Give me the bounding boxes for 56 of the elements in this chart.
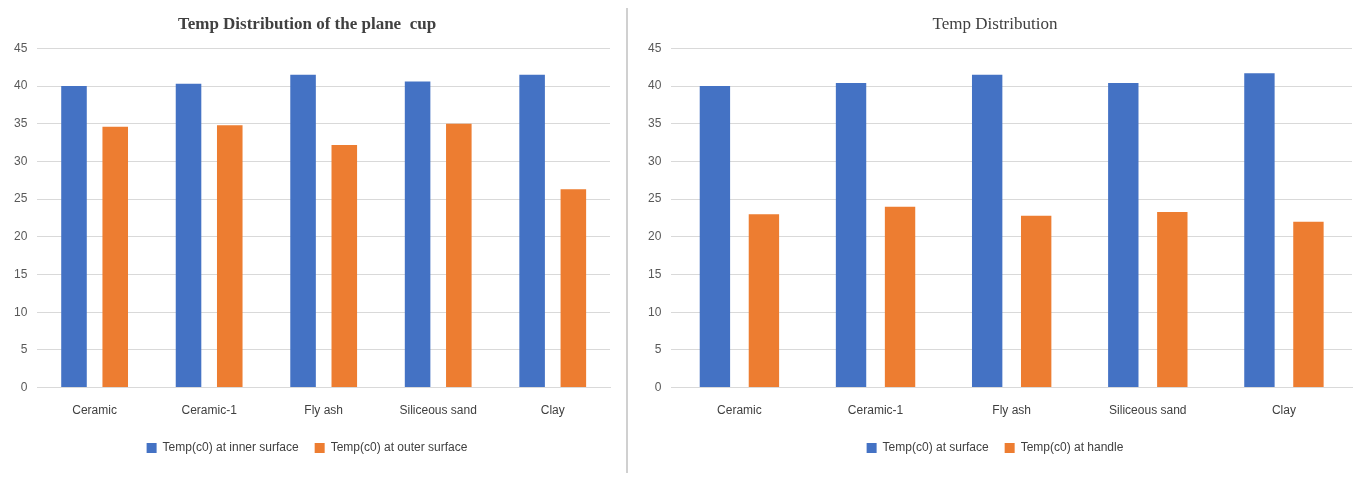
x-tick-label: Ceramic (72, 403, 117, 418)
y-tick-label: 45 (13, 40, 28, 55)
y-tick-label: 40 (13, 78, 28, 93)
x-tick-label: Fly ash (304, 403, 344, 418)
bar (290, 74, 316, 388)
chart-title: Temp Distribution (932, 13, 1058, 33)
x-tick-label: Clay (1271, 403, 1296, 418)
bar (1020, 215, 1052, 388)
legend-label: Temp(c0) at handle (1020, 440, 1124, 455)
y-tick-label: 25 (13, 191, 28, 206)
bar (1293, 221, 1324, 388)
bar (175, 83, 202, 388)
bar (446, 123, 472, 388)
y-tick-label: 20 (647, 229, 662, 244)
y-tick-label: 45 (647, 40, 662, 55)
y-tick-label: 15 (13, 266, 28, 281)
y-tick-label: 0 (20, 379, 28, 394)
x-tick-label: Fly ash (992, 403, 1032, 418)
legend-label: Temp(c0) at inner surface (162, 440, 299, 455)
bar (884, 206, 916, 388)
y-tick-label: 30 (647, 153, 662, 168)
chart-title: Temp Distribution of the plane cup (177, 13, 437, 33)
legend-label: Temp(c0) at outer surface (330, 440, 468, 455)
x-tick-label: Clay (540, 403, 565, 418)
bar (971, 74, 1003, 388)
y-tick-label: 40 (647, 78, 662, 93)
bar (1244, 73, 1275, 388)
x-tick-label: Ceramic-1 (181, 403, 238, 418)
x-tick-label: Ceramic-1 (847, 403, 904, 418)
x-tick-label: Siliceous sand (1109, 403, 1187, 418)
y-tick-label: 30 (13, 153, 28, 168)
bar (61, 86, 87, 388)
bar (216, 125, 243, 388)
legend-label: Temp(c0) at surface (882, 440, 989, 455)
y-tick-label: 10 (13, 304, 28, 319)
y-tick-label: 35 (647, 116, 662, 131)
y-tick-label: 10 (647, 304, 662, 319)
bar (699, 86, 731, 388)
bar (560, 189, 587, 388)
bar (835, 83, 867, 388)
bar (748, 214, 780, 388)
bar (331, 144, 358, 388)
bar (519, 74, 545, 388)
bar (1108, 83, 1139, 388)
x-tick-label: Siliceous sand (399, 403, 477, 418)
y-tick-label: 5 (654, 342, 662, 357)
y-tick-label: 20 (13, 229, 28, 244)
bar (102, 126, 129, 388)
bar (1157, 211, 1188, 388)
y-tick-label: 35 (13, 116, 28, 131)
y-tick-label: 5 (20, 342, 28, 357)
bar (404, 81, 431, 388)
y-tick-label: 0 (654, 379, 662, 394)
y-tick-label: 15 (647, 266, 662, 281)
y-tick-label: 25 (647, 191, 662, 206)
x-tick-label: Ceramic (717, 403, 762, 418)
